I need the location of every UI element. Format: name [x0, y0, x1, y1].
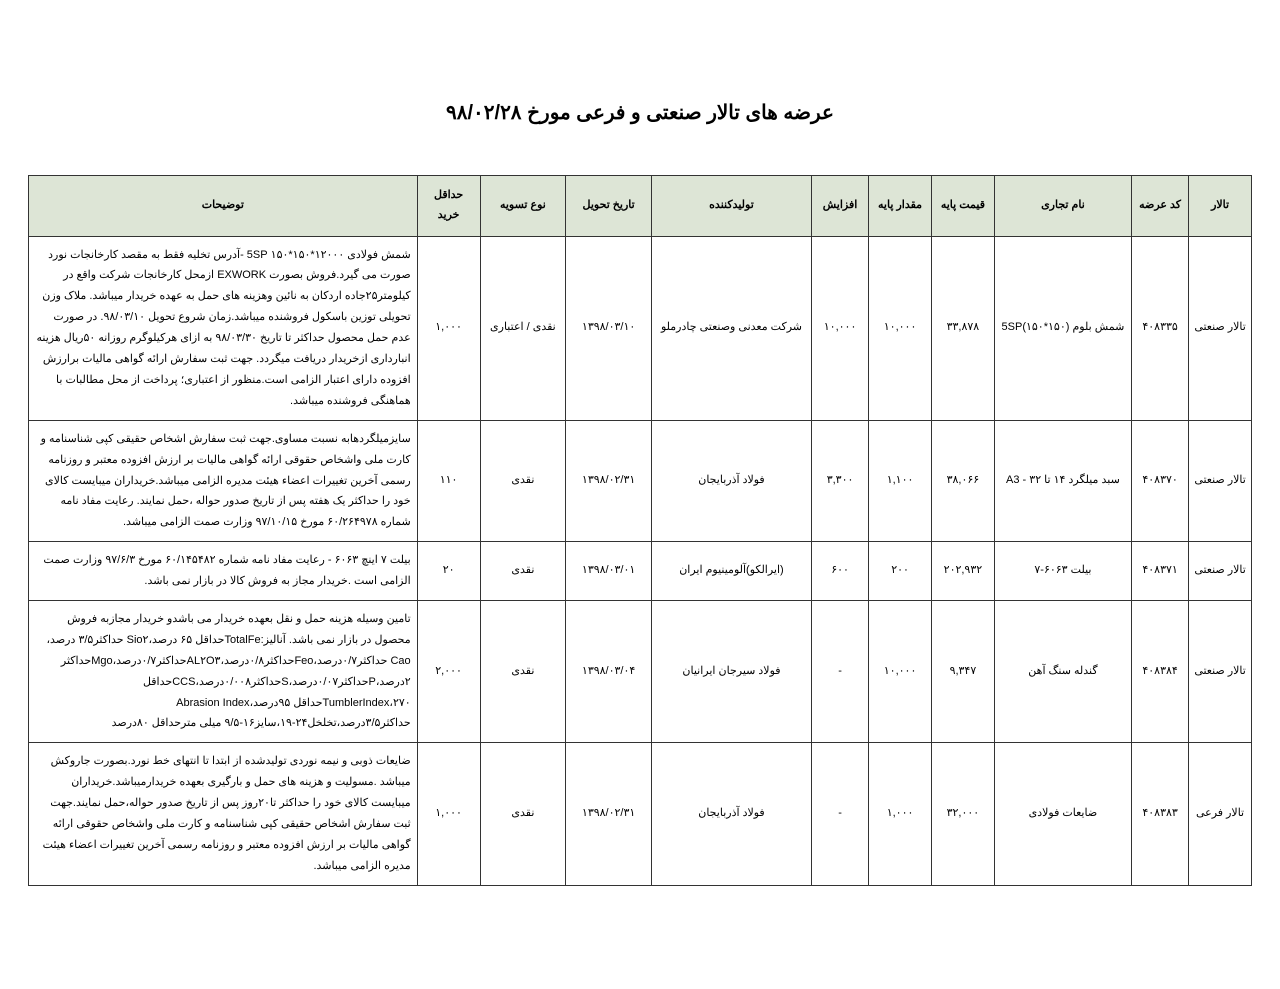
- cell-code: ۴۰۸۳۸۳: [1132, 743, 1189, 885]
- cell-inc: ۳,۳۰۰: [811, 420, 868, 541]
- cell-producer: (ایرالکو)آلومینیوم ایران: [651, 542, 811, 601]
- cell-qty: ۱,۱۰۰: [869, 420, 932, 541]
- page-title: عرضه های تالار صنعتی و فرعی مورخ ۹۸/۰۲/۲…: [28, 100, 1252, 125]
- cell-min: ۲,۰۰۰: [417, 600, 480, 742]
- cell-hall: تالار صنعتی: [1189, 420, 1252, 541]
- cell-desc: سایزمیلگردهابه نسبت مساوی.جهت ثبت سفارش …: [29, 420, 418, 541]
- table-header: تالار کد عرضه نام تجاری قیمت پایه مقدار …: [29, 176, 1252, 237]
- cell-date: ۱۳۹۸/۰۳/۱۰: [566, 236, 652, 420]
- cell-min: ۲۰: [417, 542, 480, 601]
- cell-desc: شمش فولادی ۱۲۰۰۰*۱۵۰*۱۵۰ 5SP -آدرس تخلیه…: [29, 236, 418, 420]
- cell-name: ضایعات فولادی: [994, 743, 1131, 885]
- cell-code: ۴۰۸۳۷۱: [1132, 542, 1189, 601]
- cell-price: ۳۸,۰۶۶: [931, 420, 994, 541]
- cell-desc: بیلت ۷ اینچ ۶۰۶۳ - رعایت مفاد نامه شماره…: [29, 542, 418, 601]
- cell-hall: تالار فرعی: [1189, 743, 1252, 885]
- col-header-code: کد عرضه: [1132, 176, 1189, 237]
- cell-code: ۴۰۸۳۸۴: [1132, 600, 1189, 742]
- cell-hall: تالار صنعتی: [1189, 542, 1252, 601]
- cell-min: ۱۱۰: [417, 420, 480, 541]
- col-header-date: تاریخ تحویل: [566, 176, 652, 237]
- cell-settle: نقدی: [480, 600, 566, 742]
- cell-settle: نقدی: [480, 420, 566, 541]
- col-header-min: حداقل خرید: [417, 176, 480, 237]
- table-row: تالار فرعی۴۰۸۳۸۳ضایعات فولادی۳۲,۰۰۰۱,۰۰۰…: [29, 743, 1252, 885]
- cell-settle: نقدی: [480, 743, 566, 885]
- cell-producer: شرکت معدنی وصنعتی چادرملو: [651, 236, 811, 420]
- cell-price: ۲۰۲,۹۳۲: [931, 542, 994, 601]
- cell-desc: ضایعات ذوبی و نیمه نوردی تولیدشده از ابت…: [29, 743, 418, 885]
- cell-desc: تامین وسیله هزینه حمل و نقل بعهده خریدار…: [29, 600, 418, 742]
- cell-inc: -: [811, 743, 868, 885]
- cell-code: ۴۰۸۳۳۵: [1132, 236, 1189, 420]
- cell-qty: ۱۰,۰۰۰: [869, 600, 932, 742]
- col-header-desc: توضیحات: [29, 176, 418, 237]
- cell-qty: ۱,۰۰۰: [869, 743, 932, 885]
- cell-price: ۹,۳۴۷: [931, 600, 994, 742]
- cell-settle: نقدی: [480, 542, 566, 601]
- page: عرضه های تالار صنعتی و فرعی مورخ ۹۸/۰۲/۲…: [0, 0, 1280, 926]
- cell-name: شمش بلوم (۱۵۰*۱۵۰)5SP: [994, 236, 1131, 420]
- cell-code: ۴۰۸۳۷۰: [1132, 420, 1189, 541]
- col-header-settle: نوع تسویه: [480, 176, 566, 237]
- cell-inc: ۱۰,۰۰۰: [811, 236, 868, 420]
- cell-qty: ۱۰,۰۰۰: [869, 236, 932, 420]
- cell-qty: ۲۰۰: [869, 542, 932, 601]
- cell-name: بیلت ۶۰۶۳-۷: [994, 542, 1131, 601]
- col-header-hall: تالار: [1189, 176, 1252, 237]
- cell-hall: تالار صنعتی: [1189, 600, 1252, 742]
- cell-name: سبد میلگرد ۱۴ تا ۳۲ - A3: [994, 420, 1131, 541]
- cell-name: گندله سنگ آهن: [994, 600, 1131, 742]
- col-header-producer: تولیدکننده: [651, 176, 811, 237]
- table-row: تالار صنعتی۴۰۸۳۷۱بیلت ۶۰۶۳-۷۲۰۲,۹۳۲۲۰۰۶۰…: [29, 542, 1252, 601]
- cell-date: ۱۳۹۸/۰۲/۳۱: [566, 420, 652, 541]
- table-body: تالار صنعتی۴۰۸۳۳۵شمش بلوم (۱۵۰*۱۵۰)5SP۳۳…: [29, 236, 1252, 885]
- cell-producer: فولاد آذربایجان: [651, 420, 811, 541]
- cell-date: ۱۳۹۸/۰۳/۰۴: [566, 600, 652, 742]
- col-header-inc: افزایش: [811, 176, 868, 237]
- cell-price: ۳۳,۸۷۸: [931, 236, 994, 420]
- cell-producer: فولاد آذربایجان: [651, 743, 811, 885]
- table-row: تالار صنعتی۴۰۸۳۷۰سبد میلگرد ۱۴ تا ۳۲ - A…: [29, 420, 1252, 541]
- col-header-name: نام تجاری: [994, 176, 1131, 237]
- cell-inc: ۶۰۰: [811, 542, 868, 601]
- cell-inc: -: [811, 600, 868, 742]
- table-row: تالار صنعتی۴۰۸۳۳۵شمش بلوم (۱۵۰*۱۵۰)5SP۳۳…: [29, 236, 1252, 420]
- cell-min: ۱,۰۰۰: [417, 236, 480, 420]
- col-header-price: قیمت پایه: [931, 176, 994, 237]
- offers-table: تالار کد عرضه نام تجاری قیمت پایه مقدار …: [28, 175, 1252, 886]
- col-header-qty: مقدار پایه: [869, 176, 932, 237]
- table-row: تالار صنعتی۴۰۸۳۸۴گندله سنگ آهن۹,۳۴۷۱۰,۰۰…: [29, 600, 1252, 742]
- cell-settle: نقدی / اعتباری: [480, 236, 566, 420]
- cell-date: ۱۳۹۸/۰۲/۳۱: [566, 743, 652, 885]
- cell-date: ۱۳۹۸/۰۳/۰۱: [566, 542, 652, 601]
- cell-min: ۱,۰۰۰: [417, 743, 480, 885]
- cell-price: ۳۲,۰۰۰: [931, 743, 994, 885]
- cell-hall: تالار صنعتی: [1189, 236, 1252, 420]
- cell-producer: فولاد سیرجان ایرانیان: [651, 600, 811, 742]
